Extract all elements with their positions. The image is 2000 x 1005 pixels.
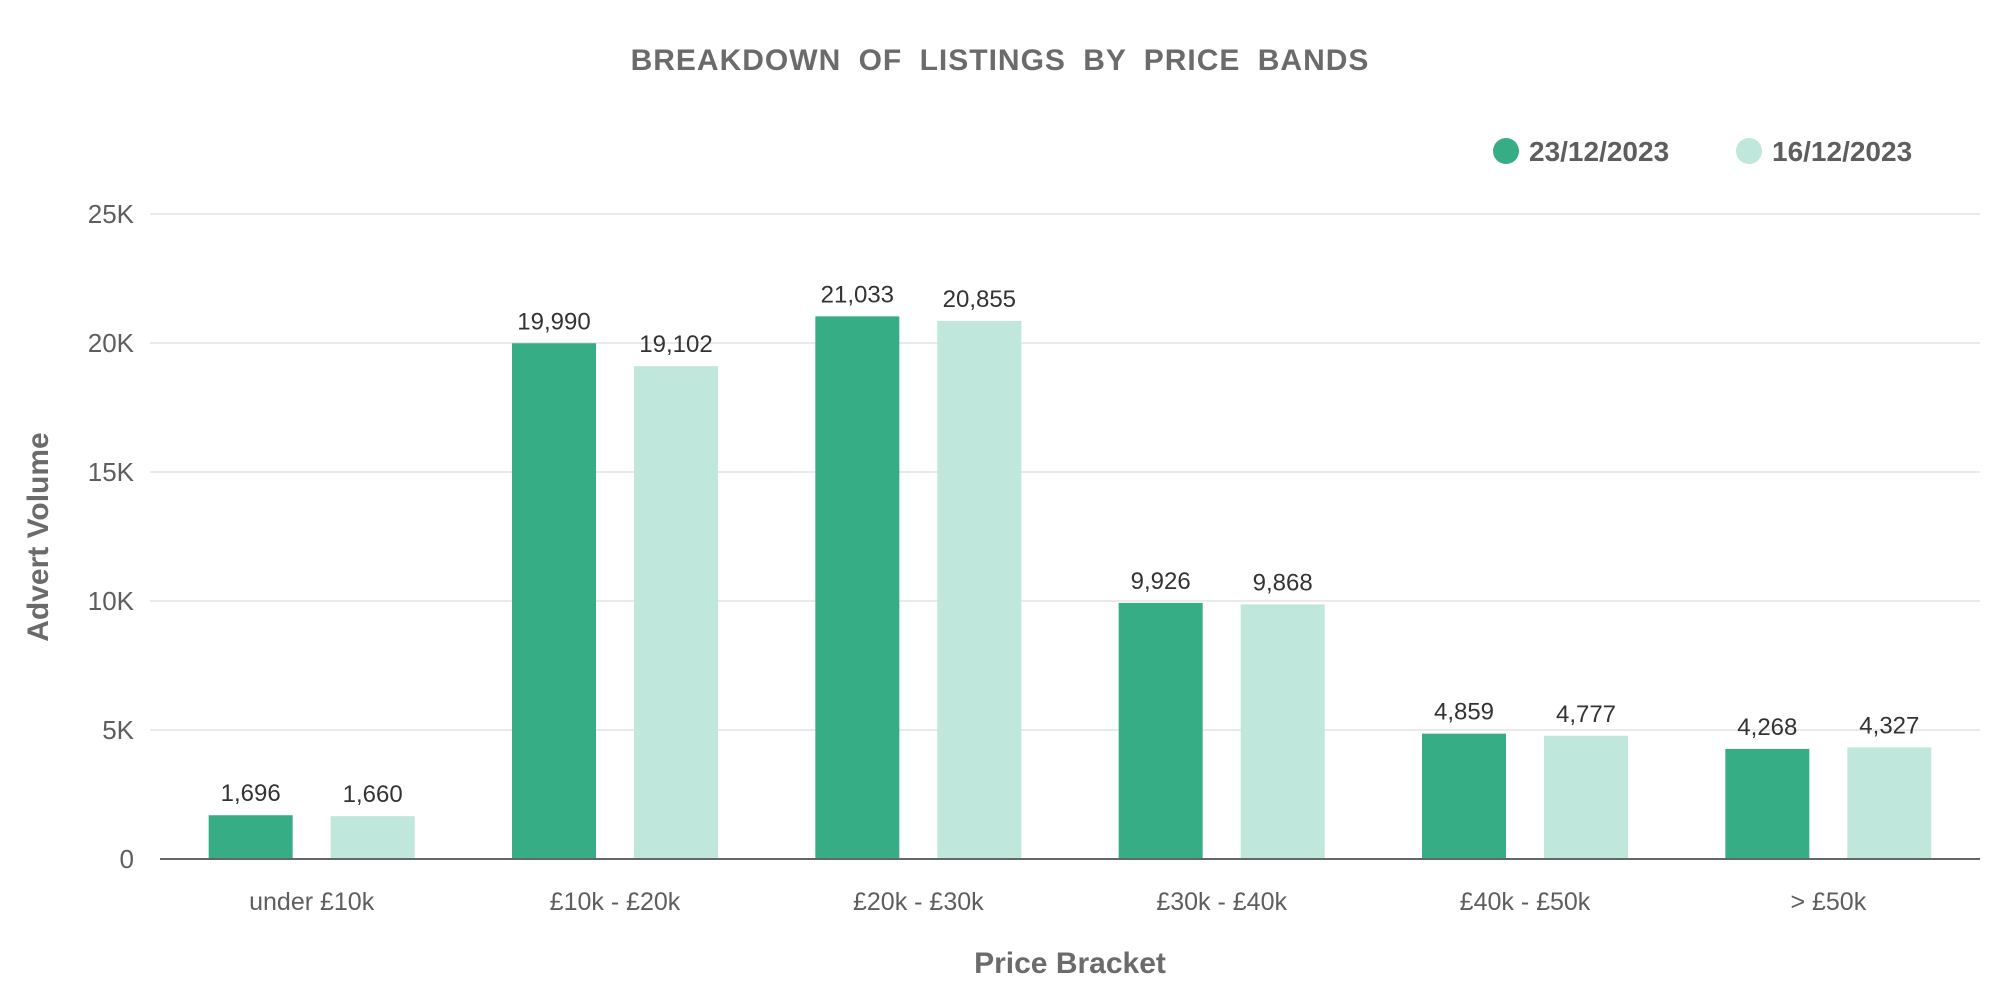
data-label: 4,268 [1737, 714, 1797, 741]
legend-label-series-1: 23/12/2023 [1529, 136, 1669, 167]
x-tick-label: £40k - £50k [1460, 888, 1591, 916]
data-label: 19,990 [517, 308, 590, 335]
y-axis-ticks: 0 5K 10K 15K 20K 25K [88, 199, 135, 874]
y-tick-label: 25K [88, 199, 135, 229]
bar [330, 816, 415, 859]
y-axis-title: Advert Volume [22, 432, 55, 642]
data-label: 19,102 [639, 331, 712, 358]
data-label: 1,696 [221, 780, 281, 807]
bar [1544, 735, 1628, 859]
y-tick-label: 5K [102, 715, 134, 745]
bar [1725, 748, 1810, 859]
data-label: 21,033 [821, 281, 894, 308]
legend-item-series-2[interactable]: 16/12/2023 [1736, 136, 1912, 167]
data-label: 1,660 [343, 781, 403, 808]
x-tick-label: > £50k [1790, 888, 1866, 916]
legend-marker-series-2 [1736, 138, 1762, 164]
bar [208, 815, 293, 859]
bar [634, 366, 718, 859]
data-label: 20,855 [943, 286, 1016, 313]
bars [208, 316, 1932, 859]
data-label: 4,859 [1434, 699, 1494, 726]
bar [1240, 604, 1325, 859]
bar [1847, 747, 1932, 859]
gridlines [150, 213, 1980, 731]
chart-title: BREAKDOWN OF LISTINGS BY PRICE BANDS [631, 44, 1370, 77]
x-axis-ticks: under £10k £10k - £20k £20k - £30k £30k - £… [249, 888, 1867, 916]
y-tick-label: 15K [88, 457, 135, 487]
bar [512, 343, 596, 859]
x-axis-title: Price Bracket [974, 947, 1166, 980]
legend-marker-series-1 [1493, 138, 1519, 164]
y-tick-label: 20K [88, 328, 135, 358]
bar [937, 320, 1022, 859]
y-tick-label: 10K [88, 586, 135, 616]
legend: 23/12/2023 16/12/2023 [1493, 136, 1912, 167]
bar [1422, 733, 1506, 859]
data-labels: 1,696 1,660 19,990 19,102 21,033 20,855 9,926 9… [221, 281, 1920, 808]
x-tick-label: £20k - £30k [853, 888, 984, 916]
bar [815, 316, 900, 859]
x-tick-label: £10k - £20k [550, 888, 681, 916]
x-tick-label: under £10k [249, 888, 375, 916]
x-tick-label: £30k - £40k [1156, 888, 1287, 916]
bar [1118, 602, 1203, 859]
data-label: 4,777 [1556, 701, 1616, 728]
legend-item-series-1[interactable]: 23/12/2023 [1493, 136, 1669, 167]
data-label: 9,926 [1131, 568, 1191, 595]
data-label: 4,327 [1859, 712, 1919, 739]
legend-label-series-2: 16/12/2023 [1772, 136, 1912, 167]
y-tick-label: 0 [120, 844, 134, 874]
data-label: 9,868 [1253, 569, 1313, 596]
